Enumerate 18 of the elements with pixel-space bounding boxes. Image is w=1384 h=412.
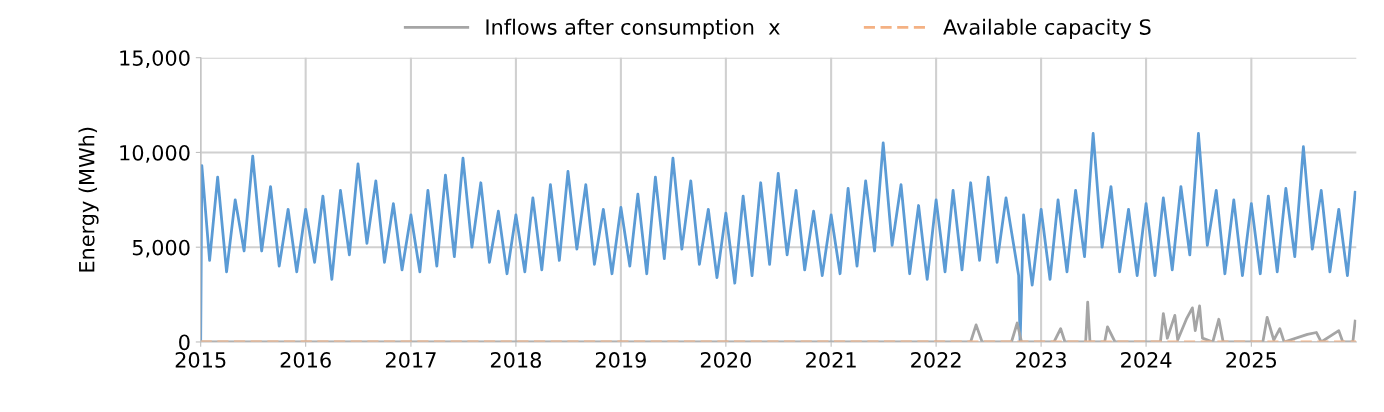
x-tick-label: 2017	[385, 352, 436, 368]
x-tick-label: 2022	[911, 352, 961, 368]
legend-label: Inflows after consumption x	[486, 18, 780, 39]
x-tick-label: 2020	[700, 352, 751, 368]
x-tick-label: 2018	[490, 352, 541, 368]
y-tick-label: 10,000	[120, 144, 190, 163]
y-tick-label: 15,000	[120, 50, 190, 69]
y-tick-label: 5,000	[132, 239, 190, 258]
legend-label: Available capacity S	[943, 18, 1151, 39]
y-axis-title: Energy (MWh)	[78, 127, 99, 272]
x-tick-label: 2015	[175, 352, 226, 368]
x-tick-label: 2016	[280, 352, 331, 368]
x-tick-label: 2021	[806, 352, 856, 368]
y-tick-label: 0	[179, 334, 190, 351]
x-tick-label: 2024	[1121, 352, 1172, 368]
x-tick-label: 2019	[595, 352, 646, 368]
x-tick-label: 2023	[1016, 352, 1066, 368]
x-tick-label: 2025	[1226, 352, 1277, 368]
